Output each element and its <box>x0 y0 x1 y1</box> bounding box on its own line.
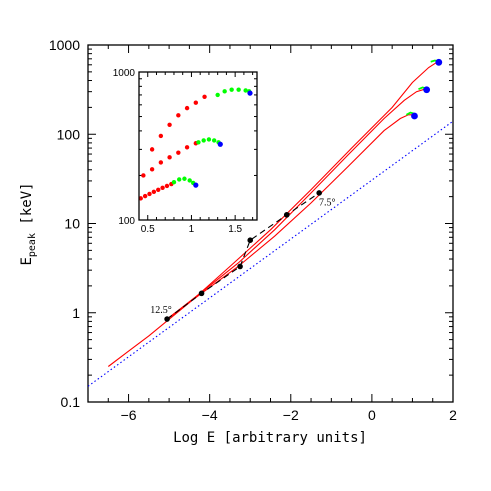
inset-point-red <box>164 183 170 189</box>
inset-point-blue <box>247 90 253 96</box>
y-axis-title: Epeak [keV] <box>19 182 38 265</box>
inset-point-blue <box>193 182 199 188</box>
y-axis-title-main: E <box>19 257 35 265</box>
inset-point-red <box>184 145 190 150</box>
inset-point-red <box>142 193 148 199</box>
angle-annotation: 12.5° <box>150 305 172 316</box>
inset-point-green <box>243 88 248 93</box>
inset-point-red <box>167 122 172 127</box>
series-line-red-1 <box>166 88 425 320</box>
series-line-black-7 <box>166 192 320 320</box>
blue-end-point <box>435 58 443 66</box>
black-data-point <box>283 212 290 218</box>
inset-point-green <box>171 180 177 185</box>
inset-point-green <box>211 138 217 143</box>
inset-x-tick-label: 1 <box>189 224 195 235</box>
inset-y-tick-label: 1000 <box>113 68 136 79</box>
inset-point-green <box>229 87 234 92</box>
inset-point-red <box>147 191 152 197</box>
inset-point-red <box>202 94 207 99</box>
inset-point-red <box>193 100 199 105</box>
x-tick-label: 0 <box>368 407 376 423</box>
x-tick-label: −4 <box>202 407 218 423</box>
y-axis-title-sub: peak <box>27 233 38 257</box>
inset-point-red <box>158 133 164 139</box>
inset-background <box>139 72 257 220</box>
black-data-point <box>198 290 205 297</box>
y-tick-label: 1000 <box>49 37 80 53</box>
inset-point-red <box>176 113 181 118</box>
inset-point-green <box>206 137 212 142</box>
inset-point-red <box>156 187 161 192</box>
inset-point-green <box>182 176 187 181</box>
inset-point-green <box>236 87 241 92</box>
inset-point-green <box>177 177 182 182</box>
inset-x-tick-label: 1.5 <box>228 224 242 235</box>
series-line-red-2 <box>166 114 415 320</box>
y-tick-label: 0.1 <box>61 394 81 410</box>
series-group <box>88 59 453 387</box>
inset-frame <box>138 71 258 221</box>
inset-point-red <box>141 173 146 178</box>
inset-point-red <box>167 155 172 160</box>
series-line-red-0 <box>107 61 438 367</box>
inset-point-green <box>201 138 206 143</box>
inset-y-tick-label: 100 <box>118 216 135 227</box>
angle-annotation: 7.5° <box>319 197 336 208</box>
black-data-point <box>247 237 254 243</box>
inset-point-green <box>215 92 220 98</box>
inset-point-red <box>176 150 181 155</box>
inset-point-red <box>151 189 157 195</box>
inset-point-red <box>160 185 165 191</box>
inset-point-red <box>158 160 164 165</box>
blue-end-point <box>423 86 431 94</box>
x-tick-label: 2 <box>449 407 457 423</box>
y-tick-label: 10 <box>64 216 80 232</box>
inset-point-blue <box>217 141 223 147</box>
y-tick-label: 1 <box>72 305 80 321</box>
inset-x-tick-label: 0.5 <box>141 224 155 235</box>
inset-point-green <box>196 140 201 145</box>
x-tick-label: −2 <box>283 407 299 423</box>
x-tick-label: −6 <box>121 407 137 423</box>
black-data-point <box>237 263 243 270</box>
inset-point-green <box>222 89 227 94</box>
y-axis-title-unit: [keV] <box>19 182 35 233</box>
black-data-point <box>164 316 170 322</box>
svg-text:Epeak [keV]: Epeak [keV] <box>19 182 38 265</box>
black-data-point <box>316 190 322 196</box>
y-tick-label: 100 <box>57 126 81 142</box>
blue-end-point <box>411 112 418 120</box>
inset-point-red <box>149 167 155 172</box>
main-plot: −6 −4 −2 0 2 0.1 1 10 100 1000 12.5° 7.5° <box>49 37 457 423</box>
inset-point-green <box>187 178 192 183</box>
inset-point-red <box>149 147 155 152</box>
inset-point-red <box>184 105 190 111</box>
x-axis-title: Log E [arbitrary units] <box>173 430 367 446</box>
